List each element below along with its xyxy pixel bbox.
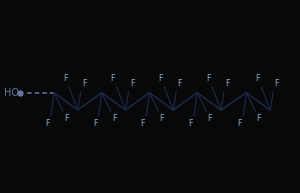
Text: F: F [206,74,211,83]
Text: F: F [111,74,115,83]
Text: F: F [64,114,69,124]
Text: F: F [188,119,193,128]
Text: F: F [160,114,164,124]
Text: F: F [63,74,68,83]
Text: F: F [274,79,279,88]
Text: HO: HO [4,88,19,98]
Text: F: F [112,114,116,124]
Text: F: F [238,119,242,128]
Text: F: F [225,79,230,88]
Text: F: F [130,79,134,88]
Text: F: F [255,74,260,83]
Text: F: F [93,119,98,128]
Text: F: F [45,119,50,128]
Text: F: F [82,79,87,88]
Text: F: F [256,114,261,124]
Text: F: F [141,119,145,128]
Text: F: F [207,114,212,124]
Text: F: F [178,79,182,88]
Text: F: F [158,74,163,83]
